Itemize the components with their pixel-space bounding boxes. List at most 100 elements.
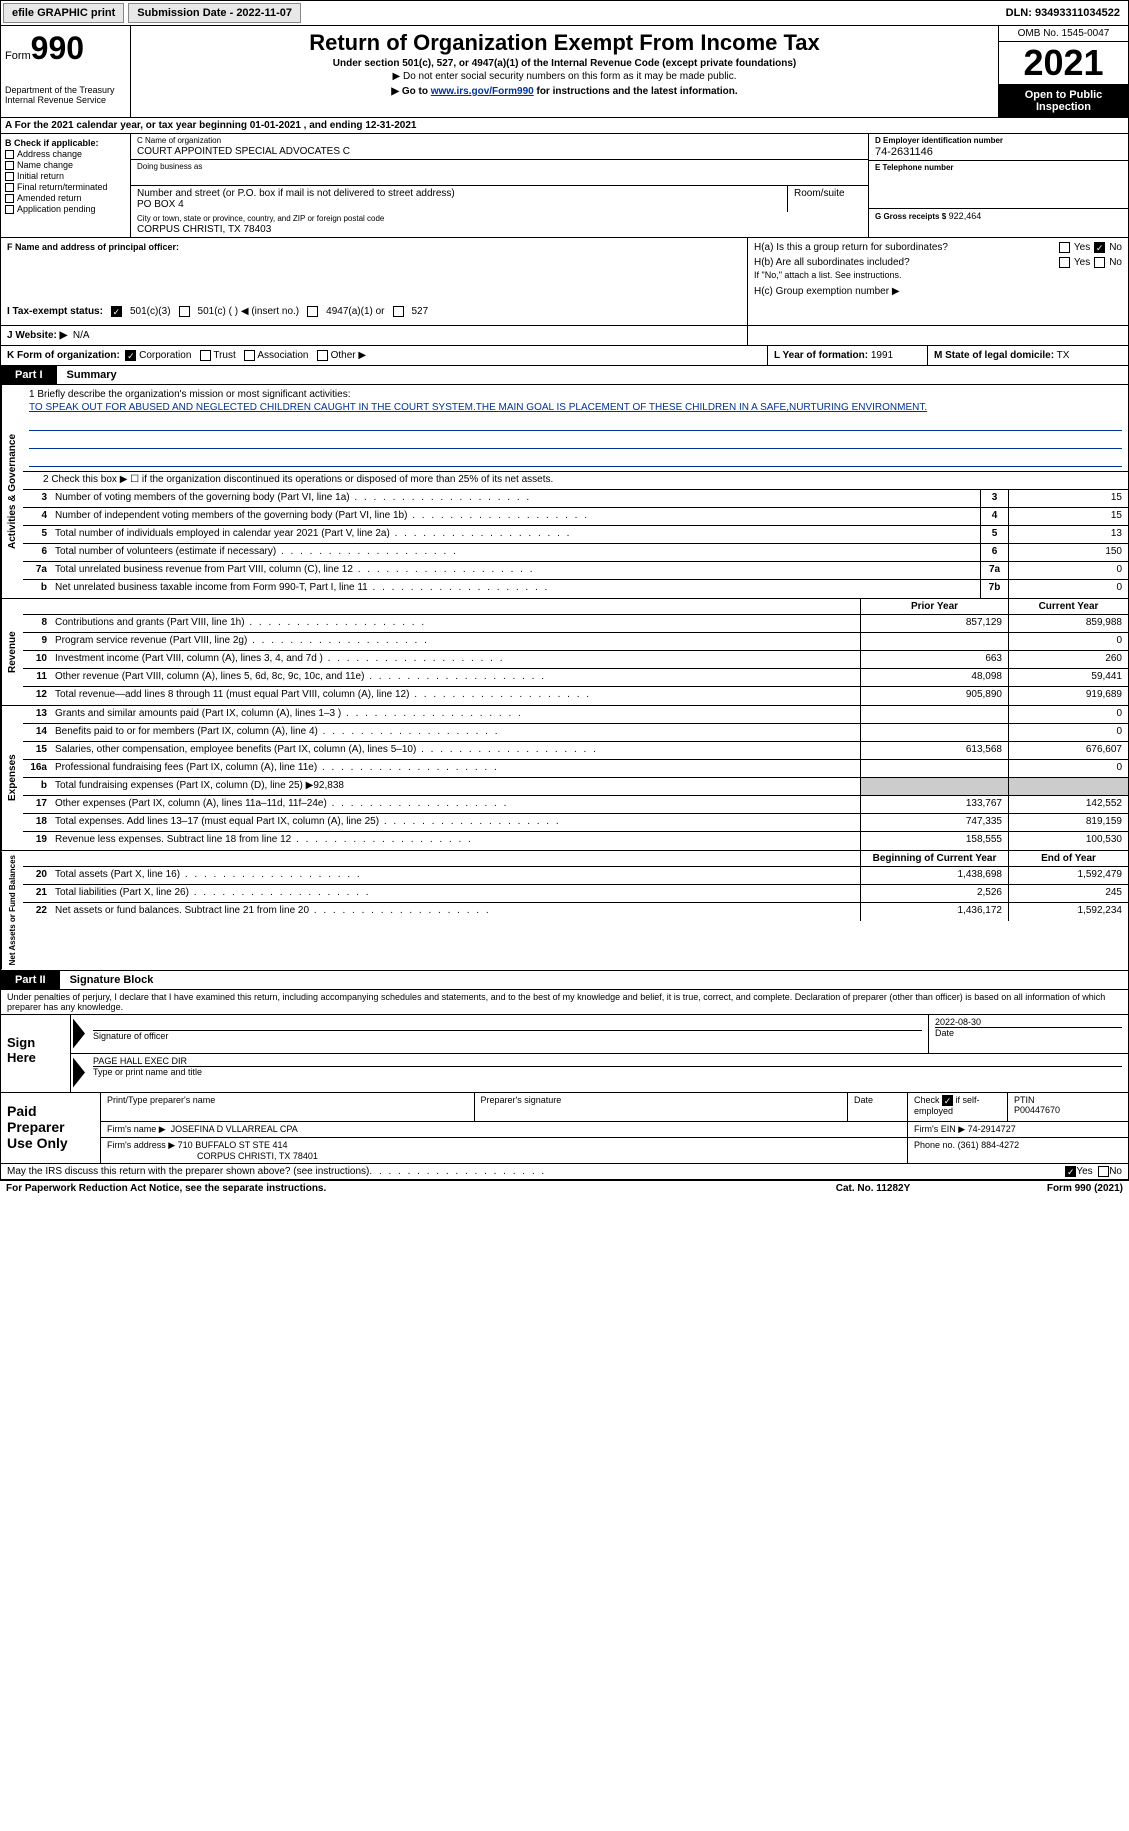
firm-name-label: Firm's name ▶: [107, 1124, 166, 1134]
chk-corp[interactable]: ✓: [125, 350, 136, 361]
chk-other[interactable]: [317, 350, 328, 361]
line-13: 13 Grants and similar amounts paid (Part…: [23, 706, 1128, 724]
current-year-hdr: Current Year: [1008, 599, 1128, 614]
line-21: 21 Total liabilities (Part X, line 26) 2…: [23, 885, 1128, 903]
chk-amended[interactable]: [5, 194, 14, 203]
chk-address[interactable]: [5, 150, 14, 159]
chk-4947[interactable]: [307, 306, 318, 317]
col-c-org: C Name of organizationCOURT APPOINTED SP…: [131, 134, 868, 237]
hb-note: If "No," attach a list. See instructions…: [754, 270, 1122, 280]
hb-yes[interactable]: [1059, 257, 1070, 268]
phone-label: Phone no.: [914, 1140, 955, 1150]
summary-ag: Activities & Governance 1 Briefly descri…: [0, 385, 1129, 599]
name-title-label: Type or print name and title: [93, 1067, 1122, 1077]
line-11: 11 Other revenue (Part VIII, column (A),…: [23, 669, 1128, 687]
eoy-hdr: End of Year: [1008, 851, 1128, 866]
line-15: 15 Salaries, other compensation, employe…: [23, 742, 1128, 760]
block-bcd: B Check if applicable: Address change Na…: [0, 134, 1129, 238]
org-name: COURT APPOINTED SPECIAL ADVOCATES C: [137, 146, 862, 157]
discuss-no[interactable]: [1098, 1166, 1109, 1177]
vtab-ag: Activities & Governance: [1, 385, 23, 598]
ein: 74-2631146: [875, 146, 1122, 158]
form-header: Form990 Department of the Treasury Inter…: [0, 26, 1129, 118]
m-label: M State of legal domicile:: [934, 350, 1054, 361]
i-label: I Tax-exempt status:: [7, 306, 103, 317]
line-10: 10 Investment income (Part VIII, column …: [23, 651, 1128, 669]
chk-527[interactable]: [393, 306, 404, 317]
f-label: F Name and address of principal officer:: [7, 242, 741, 252]
chk-assoc[interactable]: [244, 350, 255, 361]
mission-text: TO SPEAK OUT FOR ABUSED AND NEGLECTED CH…: [29, 402, 1122, 413]
footer-right: Form 990 (2021): [973, 1183, 1123, 1194]
dln-text: DLN: 93493311034522: [1006, 7, 1128, 19]
row-j: J Website: ▶ N/A: [0, 326, 1129, 346]
line-19: 19 Revenue less expenses. Subtract line …: [23, 832, 1128, 850]
footer-left: For Paperwork Reduction Act Notice, see …: [6, 1183, 773, 1194]
chk-pending[interactable]: [5, 205, 14, 214]
summary-net: Net Assets or Fund Balances Beginning of…: [0, 851, 1129, 970]
preparer-label: Paid Preparer Use Only: [1, 1093, 101, 1163]
line-8: 8 Contributions and grants (Part VIII, l…: [23, 615, 1128, 633]
arrow-icon: [73, 1058, 85, 1088]
gross-receipts: 922,464: [949, 211, 982, 221]
goto-pre: ▶ Go to: [391, 86, 430, 97]
tel-label: E Telephone number: [875, 163, 1122, 172]
line-17: 17 Other expenses (Part IX, column (A), …: [23, 796, 1128, 814]
discuss-yes[interactable]: ✓: [1065, 1166, 1076, 1177]
irs-link[interactable]: www.irs.gov/Form990: [431, 86, 534, 97]
line-5: 5 Total number of individuals employed i…: [23, 526, 1128, 544]
part2-header: Part II Signature Block: [0, 971, 1129, 990]
firm-addr1: 710 BUFFALO ST STE 414: [178, 1140, 288, 1150]
chk-name[interactable]: [5, 161, 14, 170]
hb-label: H(b) Are all subordinates included?: [754, 257, 910, 268]
chk-initial[interactable]: [5, 172, 14, 181]
subtitle-1: Under section 501(c), 527, or 4947(a)(1)…: [135, 58, 994, 69]
summary-exp: Expenses 13 Grants and similar amounts p…: [0, 706, 1129, 851]
declaration: Under penalties of perjury, I declare th…: [0, 990, 1129, 1015]
firm-ein: 74-2914727: [968, 1124, 1016, 1134]
chk-trust[interactable]: [200, 350, 211, 361]
line-12: 12 Total revenue—add lines 8 through 11 …: [23, 687, 1128, 705]
l-label: L Year of formation:: [774, 350, 868, 361]
firm-phone: (361) 884-4272: [958, 1140, 1020, 1150]
line-14: 14 Benefits paid to or for members (Part…: [23, 724, 1128, 742]
chk-self-employed[interactable]: ✓: [942, 1095, 953, 1106]
j-label: J Website: ▶: [7, 330, 67, 341]
ptin: P00447670: [1014, 1105, 1122, 1115]
chk-final[interactable]: [5, 183, 14, 192]
ein-label: D Employer identification number: [875, 136, 1122, 145]
line-16a: 16a Professional fundraising fees (Part …: [23, 760, 1128, 778]
mission-label: 1 Briefly describe the organization's mi…: [29, 389, 1122, 400]
ha-yes[interactable]: [1059, 242, 1070, 253]
year-formation: 1991: [871, 350, 893, 361]
ptin-label: PTIN: [1014, 1095, 1122, 1105]
sign-block: Sign Here Signature of officer 2022-08-3…: [0, 1015, 1129, 1093]
ha-label: H(a) Is this a group return for subordin…: [754, 242, 948, 253]
submission-button[interactable]: Submission Date - 2022-11-07: [128, 3, 301, 23]
col-b-checkboxes: B Check if applicable: Address change Na…: [1, 134, 131, 237]
line-9: 9 Program service revenue (Part VIII, li…: [23, 633, 1128, 651]
hb-no[interactable]: [1094, 257, 1105, 268]
line-22: 22 Net assets or fund balances. Subtract…: [23, 903, 1128, 921]
line-7a: 7a Total unrelated business revenue from…: [23, 562, 1128, 580]
line-20: 20 Total assets (Part X, line 16) 1,438,…: [23, 867, 1128, 885]
chk-501c[interactable]: [179, 306, 190, 317]
prep-date-label: Date: [854, 1095, 901, 1105]
line-b: b Total fundraising expenses (Part IX, c…: [23, 778, 1128, 796]
form-label: Form: [5, 50, 31, 62]
summary-rev: Revenue Prior YearCurrent Year 8 Contrib…: [0, 599, 1129, 706]
vtab-rev: Revenue: [1, 599, 23, 705]
sig-officer-label: Signature of officer: [93, 1031, 922, 1041]
discuss-row: May the IRS discuss this return with the…: [0, 1164, 1129, 1180]
boy-hdr: Beginning of Current Year: [860, 851, 1008, 866]
line-3: 3 Number of voting members of the govern…: [23, 490, 1128, 508]
top-bar: efile GRAPHIC print Submission Date - 20…: [0, 0, 1129, 26]
efile-button[interactable]: efile GRAPHIC print: [3, 3, 124, 23]
sign-here-label: Sign Here: [1, 1015, 71, 1092]
ha-no[interactable]: ✓: [1094, 242, 1105, 253]
form-number: 990: [31, 30, 84, 66]
hc-label: H(c) Group exemption number ▶: [754, 286, 1122, 297]
chk-501c3[interactable]: ✓: [111, 306, 122, 317]
dba-label: Doing business as: [137, 162, 862, 171]
addr: PO BOX 4: [137, 199, 781, 210]
